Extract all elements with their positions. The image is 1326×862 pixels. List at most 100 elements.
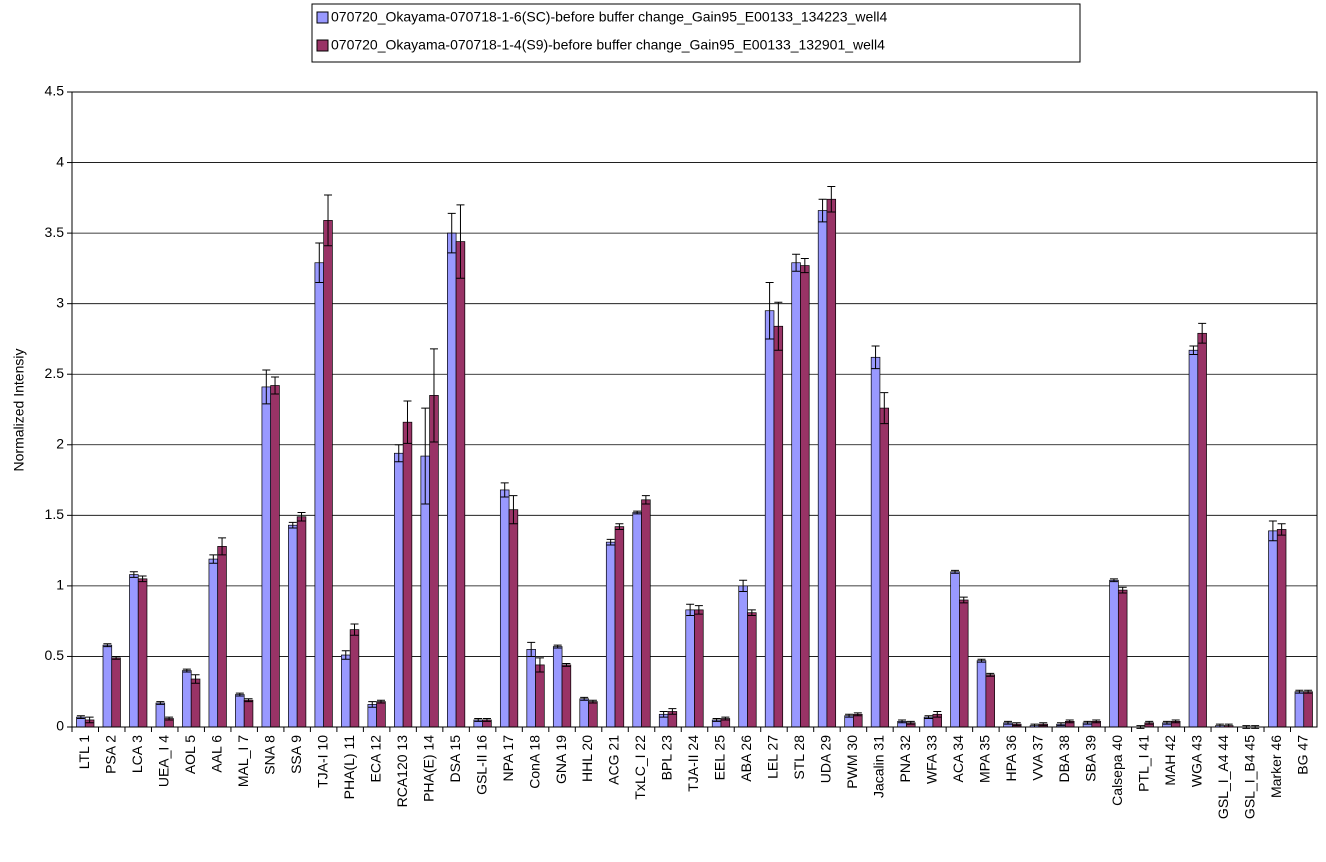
bar [1303,691,1313,728]
error-bar [218,537,227,556]
bar [632,512,642,728]
y-tick-label: 0.5 [45,647,65,663]
legend-swatch [316,39,329,52]
x-tick-label: MAH 42 [1162,735,1178,786]
y-tick-label: 1 [56,577,64,593]
error-bar [209,554,218,564]
error-bar [959,596,968,604]
bar [208,558,219,728]
x-tick-label: NPA 17 [500,735,516,782]
error-bar [686,603,695,617]
bar [959,599,969,728]
error-bar [482,718,491,722]
error-bar [898,719,907,724]
x-tick-label: SNA 8 [261,735,277,775]
x-tick-label: AOL 5 [182,735,198,774]
error-bar [1118,586,1127,594]
y-tick-label: 4.5 [45,83,65,99]
x-tick-label: Jacalin 31 [871,735,887,798]
error-bar [1012,722,1021,727]
error-bar [1304,689,1313,694]
error-bar [1268,520,1277,542]
x-tick-label: SBA 39 [1083,735,1099,782]
error-bar [977,658,986,663]
x-tick-label: LEL 27 [765,735,781,779]
error-bar [1004,720,1012,725]
bar [261,386,272,728]
x-tick-label: AAL 6 [208,735,224,773]
error-bar [986,672,995,677]
legend-box [311,3,1081,63]
error-bar [827,186,836,213]
x-tick-label: TJA-I 10 [314,735,330,788]
x-tick-label: ACG 21 [606,735,622,785]
error-bar [1162,720,1171,725]
x-tick-label: GNA 19 [553,735,569,784]
y-tick-label: 2 [56,435,64,451]
error-bar [951,569,960,574]
error-bar [474,718,483,722]
bar [367,704,377,728]
x-tick-label: HPA 36 [1003,735,1019,782]
bar [429,395,439,728]
bar [341,654,351,728]
bar [190,678,201,728]
bar [747,612,757,728]
bar [826,198,837,728]
bar [1109,579,1119,728]
bar [605,541,616,728]
x-tick-label: Calsepa 40 [1109,735,1125,806]
error-bar [288,521,297,529]
bar [349,629,360,728]
x-tick-label: Marker 46 [1268,735,1284,798]
bar [561,664,572,728]
bar [791,262,801,728]
error-bar [1171,719,1180,724]
error-bar [350,623,359,636]
bar [111,657,121,728]
error-bar [1065,719,1074,724]
error-bar [739,579,748,593]
error-bar [1039,722,1048,727]
bar [614,526,625,728]
error-bar [712,718,721,722]
error-bar [271,376,280,395]
bar [499,489,510,728]
error-bar [191,674,200,684]
x-tick-label: PNA 32 [897,735,913,783]
y-axis-label: Normalized Intensiy [11,349,27,472]
bar [455,241,466,728]
bar [870,356,881,728]
error-bar [1056,722,1065,727]
error-bar [235,692,244,697]
error-bar [668,708,677,715]
error-bar [721,716,730,721]
error-bar [447,212,456,254]
x-tick-label: PTL_I 41 [1136,735,1152,792]
bar [817,210,828,728]
error-bar [853,712,862,717]
x-tick-label: TJA-II 24 [685,735,701,792]
error-bar [456,204,465,279]
x-tick-label: MPA 35 [977,735,993,783]
bar [235,694,245,728]
error-bar [112,655,121,660]
x-tick-label: DSA 15 [447,735,463,783]
legend-label: 070720_Okayama-070718-1-6(SC)-before buf… [331,9,887,25]
error-bar [562,663,571,667]
bar [738,585,748,728]
error-bar [165,716,174,721]
y-tick-label: 3.5 [45,224,65,240]
bar [588,701,598,728]
bar [535,664,545,728]
error-bar [509,495,518,525]
bar [323,220,333,728]
bar [394,452,404,728]
bar [1276,529,1287,728]
error-bar [421,407,430,505]
bar [950,571,960,728]
error-bar [615,523,624,530]
error-bar [315,242,324,283]
x-tick-label: ConA 18 [526,735,542,789]
error-bar [297,512,306,522]
